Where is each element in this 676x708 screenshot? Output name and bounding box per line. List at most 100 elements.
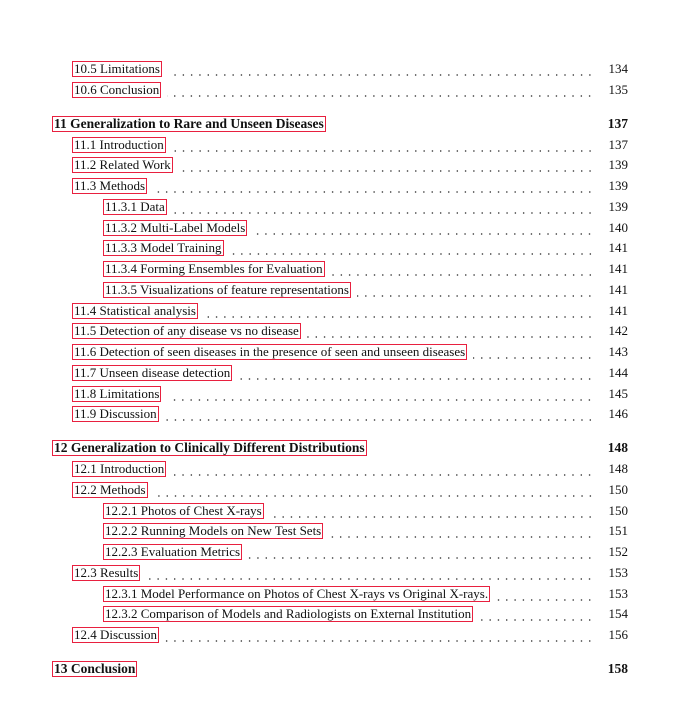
dot-leader bbox=[229, 241, 594, 256]
toc-entry: 11.4 Statistical analysis 141 bbox=[0, 302, 628, 320]
toc-entry: 11.3.4 Forming Ensembles for Evaluation 1… bbox=[0, 260, 628, 278]
dot-leader bbox=[146, 565, 594, 580]
page-number: 153 bbox=[608, 564, 629, 580]
toc-link[interactable]: 12.4 Discussion bbox=[72, 627, 160, 643]
toc-entry: 11.8 Limitations 145 bbox=[0, 385, 628, 403]
dot-leader bbox=[248, 545, 594, 559]
page-number: 154 bbox=[608, 606, 629, 622]
page-number: 135 bbox=[608, 81, 629, 97]
dot-leader bbox=[167, 62, 594, 76]
page-number: 144 bbox=[608, 364, 629, 380]
page-number: 146 bbox=[608, 406, 629, 422]
toc-entry: 12.3.1 Model Performance on Photos of Ch… bbox=[0, 585, 628, 603]
toc-entry: 11.9 Discussion 146 bbox=[0, 405, 628, 423]
dot-leader bbox=[178, 158, 594, 173]
toc-link[interactable]: 11.3.3 Model Training bbox=[103, 240, 224, 257]
dot-leader bbox=[479, 607, 594, 622]
toc-link[interactable]: 11.9 Discussion bbox=[72, 406, 159, 423]
page-number: 153 bbox=[608, 585, 629, 601]
toc-entry: 12.2.1 Photos of Chest X-rays 150 bbox=[0, 502, 628, 520]
dot-leader bbox=[171, 137, 594, 152]
toc-link[interactable]: 12.3.1 Model Performance on Photos of Ch… bbox=[103, 585, 491, 602]
dot-leader bbox=[356, 282, 594, 297]
toc-link[interactable]: 11.7 Unseen disease detection bbox=[72, 364, 233, 381]
toc-link[interactable]: 11.6 Detection of seen diseases in the p… bbox=[72, 344, 468, 360]
page-number: 143 bbox=[608, 344, 629, 359]
page-number: 158 bbox=[607, 661, 628, 676]
dot-leader bbox=[203, 303, 594, 318]
toc-entry: 11.3.1 Data 139 bbox=[0, 198, 628, 216]
toc-entry: 11.3.3 Model Training 141 bbox=[0, 239, 628, 257]
toc-link[interactable]: 11.1 Introduction bbox=[72, 136, 166, 153]
toc-link[interactable]: 11.2 Related Work bbox=[72, 157, 173, 174]
dot-leader bbox=[269, 503, 594, 518]
toc-link[interactable]: 11.3.2 Multi-Label Models bbox=[103, 219, 248, 236]
page-number: 148 bbox=[607, 440, 628, 456]
page-number: 137 bbox=[607, 115, 628, 131]
toc-entry: 12.2.3 Evaluation Metrics 152 bbox=[0, 543, 628, 561]
dot-leader bbox=[172, 199, 594, 214]
dot-leader bbox=[167, 82, 594, 97]
dot-leader bbox=[496, 586, 594, 601]
page-number: 140 bbox=[608, 219, 629, 235]
toc-entry: 11.5 Detection of any disease vs no dise… bbox=[0, 322, 628, 340]
dot-leader bbox=[329, 524, 594, 539]
toc-entry: 11.3.2 Multi-Label Models 140 bbox=[0, 219, 628, 237]
toc-link[interactable]: 11.4 Statistical analysis bbox=[72, 302, 198, 319]
toc-chapter: 11 Generalization to Rare and Unseen Dis… bbox=[0, 115, 628, 133]
toc-link[interactable]: 11.3 Methods bbox=[72, 178, 148, 194]
dot-leader bbox=[238, 365, 594, 380]
toc-entry: 12.2 Methods 150 bbox=[0, 481, 628, 499]
toc-entry: 11.3.5 Visualizations of feature represe… bbox=[0, 281, 628, 299]
dot-leader bbox=[164, 407, 594, 422]
toc-link[interactable]: 10.6 Conclusion bbox=[72, 81, 162, 98]
toc-link[interactable]: 10.5 Limitations bbox=[72, 61, 162, 77]
toc-link[interactable]: 11.3.4 Forming Ensembles for Evaluation bbox=[103, 261, 325, 277]
toc-link[interactable]: 12.2.1 Photos of Chest X-rays bbox=[103, 502, 264, 519]
page-number: 141 bbox=[608, 240, 629, 256]
toc-entry: 11.6 Detection of seen diseases in the p… bbox=[0, 343, 628, 361]
toc-link[interactable]: 12.2.2 Running Models on New Test Sets bbox=[103, 523, 324, 540]
page-number: 139 bbox=[608, 157, 629, 173]
page-number: 145 bbox=[608, 385, 629, 401]
toc-link[interactable]: 11.3.1 Data bbox=[103, 198, 167, 215]
dot-leader bbox=[306, 324, 594, 339]
page-number: 141 bbox=[608, 281, 629, 297]
toc-link[interactable]: 12.2 Methods bbox=[72, 481, 148, 498]
toc-entry: 12.2.2 Running Models on New Test Sets 15… bbox=[0, 522, 628, 540]
toc-link[interactable]: 13 Conclusion bbox=[52, 661, 138, 677]
toc-chapter: 13 Conclusion 158 bbox=[0, 660, 628, 678]
toc-link[interactable]: 11.3.5 Visualizations of feature represe… bbox=[103, 281, 351, 298]
dot-leader bbox=[473, 345, 594, 359]
dot-leader bbox=[172, 462, 594, 476]
toc-link[interactable]: 11.8 Limitations bbox=[72, 385, 162, 402]
toc-link[interactable]: 12.3 Results bbox=[72, 564, 141, 581]
page-number: 139 bbox=[608, 178, 629, 193]
page-number: 150 bbox=[608, 481, 629, 497]
page-number: 141 bbox=[608, 261, 629, 276]
toc-entry: 11.2 Related Work 139 bbox=[0, 156, 628, 174]
toc-entry: 12.1 Introduction 148 bbox=[0, 460, 628, 478]
toc-entry: 12.3 Results 153 bbox=[0, 564, 628, 582]
dot-leader bbox=[330, 262, 594, 276]
toc-entry: 10.6 Conclusion 135 bbox=[0, 81, 628, 99]
toc-link[interactable]: 12.1 Introduction bbox=[72, 461, 167, 477]
toc-entry: 11.7 Unseen disease detection 144 bbox=[0, 364, 628, 382]
toc-link[interactable]: 12 Generalization to Clinically Differen… bbox=[52, 440, 367, 457]
toc-link[interactable]: 12.3.2 Comparison of Models and Radiolog… bbox=[103, 606, 474, 623]
page-number: 141 bbox=[608, 302, 629, 318]
toc-link[interactable]: 11 Generalization to Rare and Unseen Dis… bbox=[52, 115, 326, 132]
toc-chapter: 12 Generalization to Clinically Differen… bbox=[0, 439, 628, 457]
page-number: 142 bbox=[608, 323, 629, 339]
page-number: 134 bbox=[608, 61, 629, 76]
toc-entry: 12.3.2 Comparison of Models and Radiolog… bbox=[0, 605, 628, 623]
dot-leader bbox=[167, 386, 594, 401]
toc-link[interactable]: 11.5 Detection of any disease vs no dise… bbox=[72, 323, 301, 340]
dot-leader bbox=[165, 628, 594, 642]
page-number: 137 bbox=[608, 136, 629, 152]
page-number: 150 bbox=[608, 502, 629, 518]
dot-leader bbox=[153, 179, 594, 193]
page-number: 156 bbox=[608, 627, 629, 642]
toc-link[interactable]: 12.2.3 Evaluation Metrics bbox=[103, 544, 243, 560]
page-number: 152 bbox=[608, 544, 629, 559]
